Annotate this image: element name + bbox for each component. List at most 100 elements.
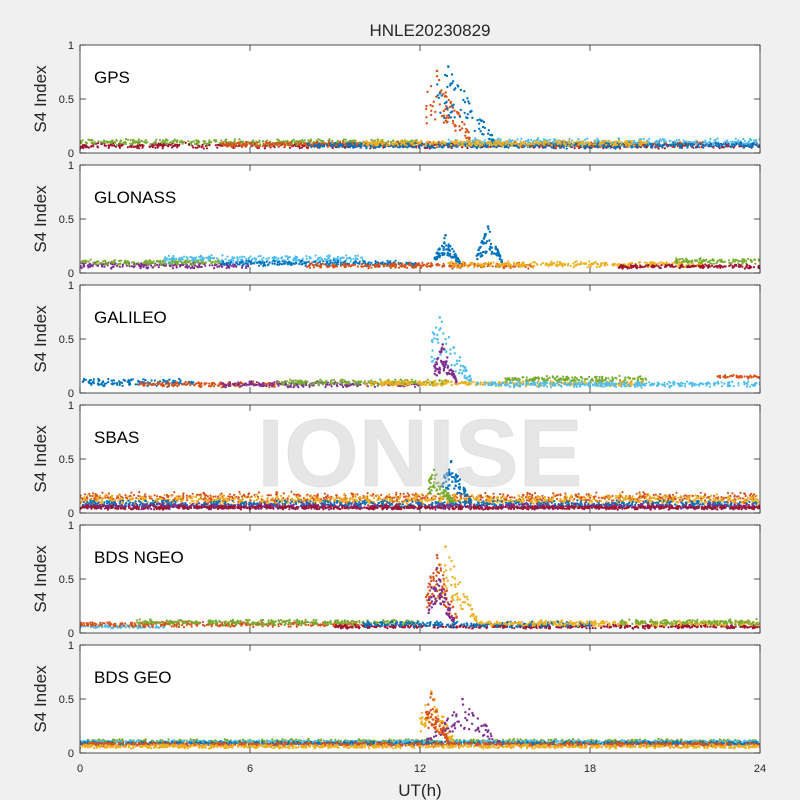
data-point: [436, 145, 439, 148]
data-point: [427, 145, 430, 148]
data-point: [641, 265, 644, 268]
data-point: [493, 141, 496, 145]
data-point: [753, 258, 756, 261]
data-point: [103, 259, 106, 262]
data-point: [561, 262, 564, 265]
data-point: [730, 143, 734, 146]
data-point: [459, 88, 463, 92]
data-point: [587, 141, 590, 144]
data-point: [305, 265, 308, 268]
data-point: [595, 145, 598, 148]
data-point: [314, 141, 317, 144]
data-point: [292, 262, 295, 265]
data-point: [116, 383, 119, 386]
data-point: [435, 252, 438, 255]
data-point: [711, 143, 714, 147]
data-point: [713, 139, 716, 142]
data-point: [354, 254, 357, 258]
data-point: [234, 142, 237, 145]
data-point: [381, 142, 384, 145]
data-point: [241, 144, 244, 147]
data-point: [614, 143, 617, 146]
data-point: [218, 142, 221, 145]
data-point: [88, 382, 91, 385]
data-point: [228, 263, 232, 266]
data-point: [750, 259, 753, 262]
data-point: [239, 144, 242, 147]
data-point: [173, 261, 176, 265]
data-point: [132, 266, 135, 269]
data-point: [513, 265, 517, 268]
data-point: [703, 141, 707, 144]
data-point: [676, 262, 679, 265]
data-point: [457, 112, 460, 115]
data-points: [80, 225, 760, 270]
data-point: [583, 147, 586, 150]
data-point: [301, 139, 304, 142]
data-point: [211, 261, 214, 264]
data-point: [487, 261, 490, 264]
data-point: [465, 137, 468, 140]
data-point: [709, 259, 712, 262]
data-point: [664, 264, 667, 267]
data-point: [233, 138, 237, 141]
data-point: [278, 260, 281, 263]
data-point: [107, 144, 110, 147]
data-point: [588, 260, 591, 263]
data-point: [397, 262, 400, 266]
data-point: [682, 259, 686, 262]
data-point: [339, 261, 342, 264]
data-point: [140, 139, 143, 142]
data-point: [573, 147, 576, 150]
data-point: [86, 146, 89, 149]
data-point: [529, 265, 532, 268]
data-point: [687, 261, 691, 264]
data-point: [428, 143, 432, 146]
data-point: [119, 142, 122, 145]
data-point: [733, 140, 736, 143]
data-point: [695, 142, 699, 145]
data-point: [360, 263, 363, 266]
data-point: [96, 264, 99, 267]
data-point: [319, 144, 322, 147]
data-point: [394, 265, 397, 268]
data-point: [332, 263, 335, 266]
data-point: [407, 144, 411, 147]
data-point: [755, 141, 758, 144]
data-point: [118, 259, 121, 262]
data-point: [308, 141, 311, 144]
data-point: [485, 142, 489, 145]
data-point: [568, 137, 571, 140]
data-point: [450, 73, 454, 76]
data-point: [535, 262, 538, 265]
data-point: [140, 262, 143, 265]
data-point: [602, 144, 605, 147]
data-point: [415, 264, 418, 267]
data-point: [496, 265, 499, 268]
data-point: [748, 264, 751, 267]
data-point: [332, 257, 336, 260]
data-point: [520, 141, 523, 144]
data-point: [741, 265, 744, 268]
data-point: [333, 265, 336, 269]
data-point: [532, 143, 535, 146]
data-point: [246, 262, 249, 265]
data-point: [287, 260, 291, 263]
data-point: [341, 145, 344, 148]
data-point: [295, 261, 298, 265]
data-point: [187, 140, 190, 143]
data-point: [158, 380, 161, 383]
data-point: [754, 262, 757, 265]
data-point: [461, 120, 464, 124]
data-point: [91, 139, 94, 142]
data-point: [91, 380, 95, 383]
data-point: [242, 263, 245, 266]
data-point: [537, 141, 540, 144]
data-point: [208, 264, 211, 267]
data-point: [274, 256, 278, 259]
data-point: [678, 266, 681, 270]
data-point: [527, 138, 530, 141]
data-point: [619, 144, 622, 147]
data-point: [131, 142, 134, 145]
